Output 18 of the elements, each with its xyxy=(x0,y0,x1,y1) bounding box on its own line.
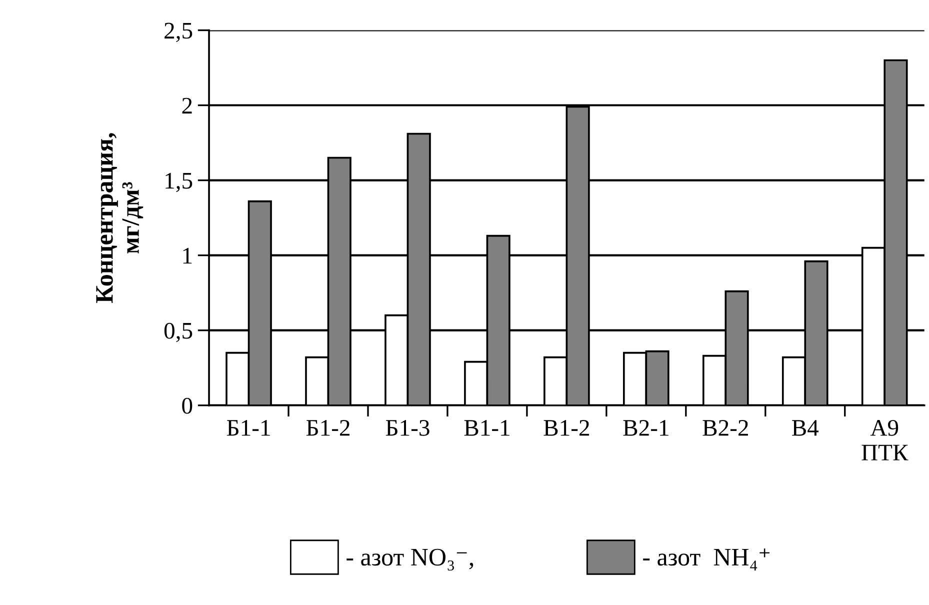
y-tick-label: 1,5 xyxy=(166,172,192,192)
x-tick-label: В1-2 xyxy=(544,420,589,436)
y-axis-title: Концентрация, мг/дм³ xyxy=(96,133,144,304)
y-tick-label: 2 xyxy=(182,98,192,114)
x-tick-label: В2-2 xyxy=(702,420,748,436)
legend-label: - азот NH₄⁺ xyxy=(643,548,770,570)
x-tick-label: А9 ПТК xyxy=(862,420,908,460)
y-tick-label: 1 xyxy=(183,248,192,264)
y-tick-label: 2,5 xyxy=(164,22,192,42)
x-tick-label: Б1-3 xyxy=(386,420,430,436)
y-tick-label: 0 xyxy=(182,398,192,414)
x-tick-label: В4 xyxy=(792,420,819,436)
x-tick-label: В1-1 xyxy=(464,420,510,436)
x-tick-label: Б1-1 xyxy=(226,420,270,436)
x-tick-label: В2-1 xyxy=(623,420,668,436)
y-tick-label: 0,5 xyxy=(164,322,192,342)
x-tick-label: Б1-2 xyxy=(306,420,350,436)
legend-label: - азот NO₃⁻, xyxy=(346,548,474,571)
